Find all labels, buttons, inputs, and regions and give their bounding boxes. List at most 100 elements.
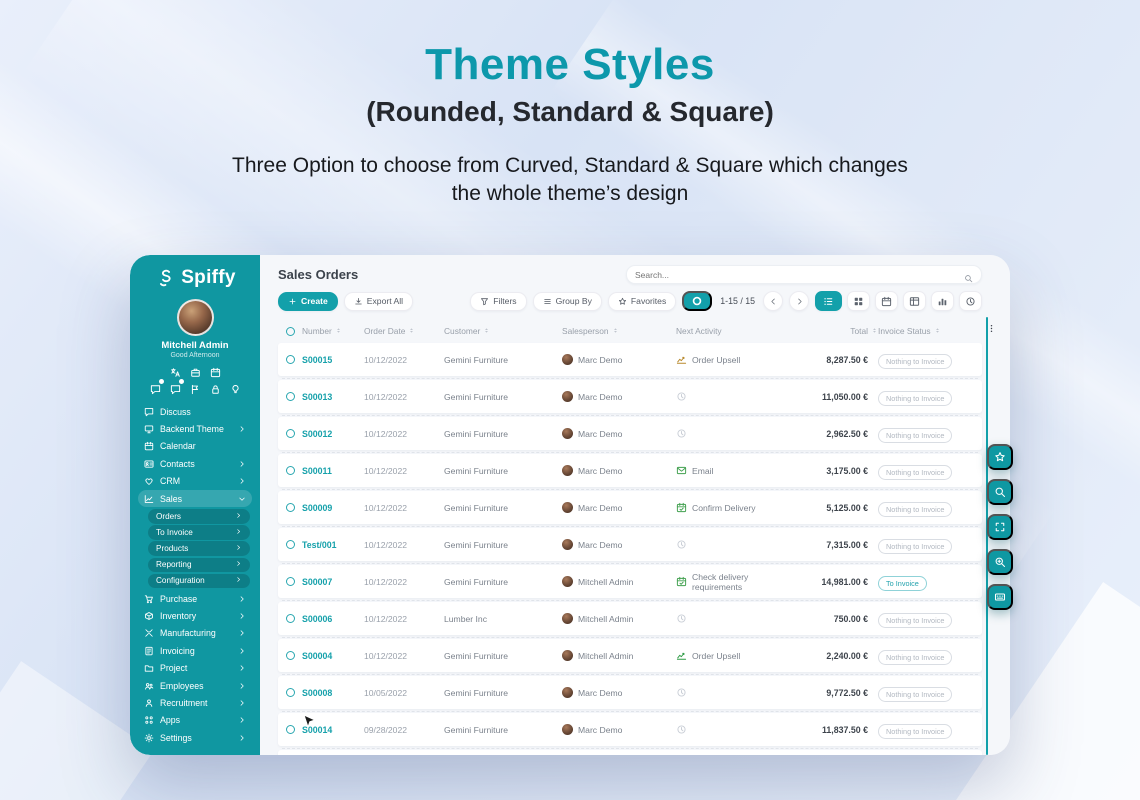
sidebar-subitem-reporting[interactable]: Reporting [148, 557, 250, 573]
next-activity-cell[interactable]: Email [676, 465, 780, 476]
column-header-customer[interactable]: Customer [444, 326, 562, 336]
order-number[interactable]: S00014 [302, 724, 333, 735]
sidebar-item-manufacturing[interactable]: Manufacturing [138, 625, 252, 642]
order-number[interactable]: S00004 [302, 650, 333, 661]
row-checkbox[interactable] [286, 725, 295, 734]
user-avatar[interactable] [176, 299, 214, 336]
sidebar-subitem-products[interactable]: Products [148, 541, 250, 556]
sidebar-item-crm[interactable]: CRM [138, 473, 252, 490]
favorites-button[interactable]: Favorites [607, 291, 677, 311]
export-all-button[interactable]: Export All [343, 291, 414, 311]
row-checkbox[interactable] [286, 688, 295, 697]
search-icon[interactable] [964, 270, 973, 283]
next-activity-cell[interactable] [676, 391, 780, 402]
next-activity-cell[interactable]: Check delivery requirements [676, 572, 780, 592]
order-number[interactable]: S00006 [302, 613, 333, 624]
order-number[interactable]: S00007 [302, 576, 333, 587]
create-button[interactable]: Create [278, 291, 338, 311]
order-number[interactable]: S00013 [302, 391, 333, 402]
next-activity-cell[interactable]: Order Upsell [676, 650, 780, 661]
sort-icon[interactable] [335, 326, 342, 336]
pivot-view-button[interactable] [903, 291, 926, 311]
next-activity-cell[interactable]: Order Upsell [676, 354, 780, 365]
sidebar-item-recruitment[interactable]: Recruitment [138, 694, 252, 711]
activities-icon[interactable] [170, 379, 184, 395]
order-number[interactable]: S00009 [302, 502, 333, 513]
sidebar-subitem-configuration[interactable]: Configuration [148, 573, 250, 589]
app-logo[interactable]: Spiffy [130, 267, 260, 289]
graph-view-button[interactable] [931, 291, 954, 311]
table-row[interactable]: S00007 10/12/2022 Gemini Furniture Mitchell… [278, 565, 982, 601]
table-row[interactable]: S00013 10/12/2022 Gemini Furniture Marc Dem… [278, 380, 982, 416]
table-row[interactable]: S00015 10/12/2022 Gemini Furniture Marc Dem… [278, 343, 982, 379]
sort-icon[interactable] [408, 326, 415, 336]
group-by-button[interactable]: Group By [532, 291, 602, 311]
column-header-salesperson[interactable]: Salesperson [562, 326, 676, 336]
column-header-next-activity[interactable]: Next Activity [676, 326, 722, 336]
table-scrollbar[interactable] [985, 317, 988, 755]
column-header-number[interactable]: Number [302, 326, 364, 336]
search-floating-button[interactable] [987, 479, 1013, 505]
table-row[interactable]: S00008 10/05/2022 Gemini Furniture Marc Dem… [278, 676, 982, 712]
sidebar-item-purchase[interactable]: Purchase [138, 590, 252, 607]
fullscreen-floating-button[interactable] [987, 514, 1013, 540]
sort-icon[interactable] [483, 326, 490, 336]
sidebar-subitem-orders[interactable]: Orders [148, 508, 250, 524]
theme-flag-icon[interactable] [190, 382, 201, 395]
order-number[interactable]: S00012 [302, 428, 333, 439]
keyboard-floating-button[interactable] [987, 584, 1013, 610]
sort-icon[interactable] [871, 326, 878, 336]
calendar-view-button[interactable] [875, 291, 898, 311]
select-all-checkbox[interactable] [286, 326, 295, 336]
search-box[interactable] [626, 265, 982, 284]
sidebar-item-calendar[interactable]: Calendar [138, 438, 252, 455]
refresh-button[interactable] [682, 291, 713, 311]
sidebar-item-inventory[interactable]: Inventory [138, 607, 252, 624]
sidebar-item-project[interactable]: Project [138, 659, 252, 676]
sort-icon[interactable] [612, 326, 619, 336]
sort-icon[interactable] [934, 326, 941, 336]
table-row[interactable]: S00011 10/12/2022 Gemini Furniture Marc Dem… [278, 454, 982, 490]
row-checkbox[interactable] [286, 503, 295, 512]
row-checkbox[interactable] [286, 651, 295, 660]
sidebar-item-discuss[interactable]: Discuss [138, 403, 252, 420]
optional-columns-icon[interactable] [987, 324, 996, 333]
row-checkbox[interactable] [286, 577, 295, 586]
row-checkbox[interactable] [286, 614, 295, 623]
company-icon[interactable] [190, 365, 201, 377]
sidebar-subitem-to-invoice[interactable]: To Invoice [148, 525, 250, 540]
next-activity-cell[interactable]: Confirm Delivery [676, 502, 780, 513]
sidebar-item-contacts[interactable]: Contacts [138, 455, 252, 472]
row-checkbox[interactable] [286, 466, 295, 475]
next-activity-cell[interactable] [676, 613, 780, 624]
calendar-small-icon[interactable] [210, 365, 221, 378]
lightbulb-icon[interactable] [230, 382, 241, 394]
row-checkbox[interactable] [286, 355, 295, 364]
next-activity-cell[interactable] [676, 539, 780, 550]
list-view-button[interactable] [815, 291, 842, 311]
order-number[interactable]: Test/001 [302, 539, 337, 550]
prev-page-button[interactable] [763, 291, 783, 311]
table-row[interactable]: S00014 09/28/2022 Gemini Furniture Marc Dem… [278, 713, 982, 749]
kanban-view-button[interactable] [847, 291, 870, 311]
sidebar-item-sales[interactable]: Sales [138, 489, 252, 508]
column-header-invoice-status[interactable]: Invoice Status [878, 326, 974, 336]
order-number[interactable]: S00008 [302, 687, 333, 698]
star-floating-button[interactable] [987, 444, 1013, 470]
next-page-button[interactable] [789, 291, 809, 311]
row-checkbox[interactable] [286, 540, 295, 549]
lock-icon[interactable] [210, 382, 221, 394]
search-input[interactable] [635, 269, 964, 280]
table-row[interactable]: S00012 10/12/2022 Gemini Furniture Marc Dem… [278, 417, 982, 453]
sidebar-item-apps[interactable]: Apps [138, 712, 252, 729]
sidebar-item-backend-theme[interactable]: Backend Theme [138, 420, 252, 437]
table-row[interactable]: S00004 10/12/2022 Gemini Furniture Mitchell… [278, 639, 982, 675]
sidebar-item-settings[interactable]: Settings [138, 729, 252, 746]
activity-view-button[interactable] [959, 291, 982, 311]
filters-button[interactable]: Filters [470, 291, 527, 311]
table-row[interactable]: S00009 10/12/2022 Gemini Furniture Marc Dem… [278, 491, 982, 527]
order-number[interactable]: S00015 [302, 354, 333, 365]
row-checkbox[interactable] [286, 392, 295, 401]
table-row[interactable]: Test/001 10/12/2022 Gemini Furniture Marc D… [278, 528, 982, 564]
